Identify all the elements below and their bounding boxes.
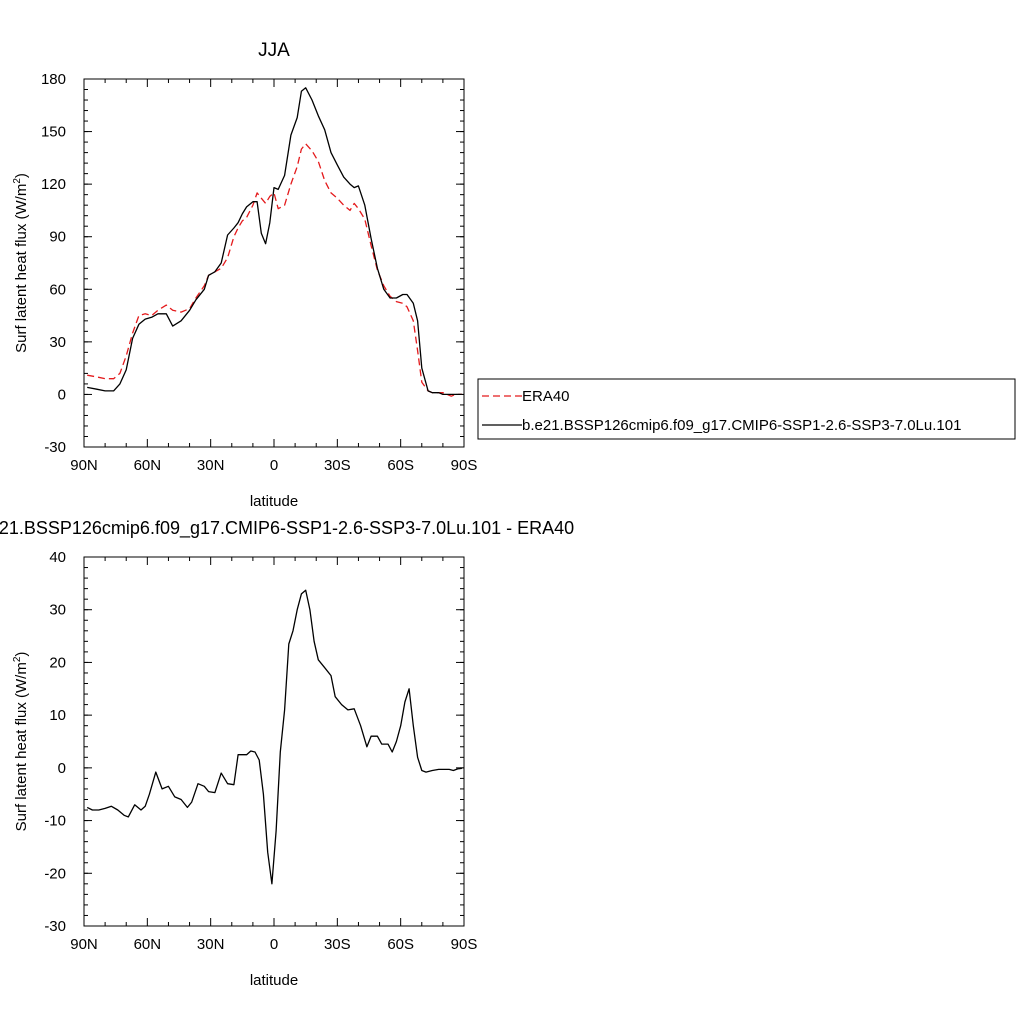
x-tick-label: 30S [324,457,351,474]
legend-box [477,378,1016,440]
y-axis-label-close: ) [13,652,30,657]
x-tick-label: 60S [387,457,414,474]
x-tick-label: 30N [197,936,225,953]
top-panel: JJA 90N 60N 30N 0 30S 60S 90S -30 0 30 60 90 120 150 18… [12,40,477,510]
legend-label-0: ERA40 [522,388,570,405]
y-tick-label: -30 [44,439,66,456]
series-line-0 [87,143,462,397]
y-axis-label-sup: 2 [12,656,23,662]
y-tick-label: 30 [49,334,66,351]
y-tick-label: 30 [49,602,66,619]
y-tick-label: 20 [49,654,66,671]
plot-frame [83,556,465,927]
y-axis-label-text: Surf latent heat flux (W/m [13,662,30,831]
y-axis-label: Surf latent heat flux (W/m2) [12,652,30,832]
y-tick-label: 120 [41,176,66,193]
y-axis-label-sup: 2 [12,178,23,184]
y-tick-label: 0 [58,760,66,777]
y-tick-label: -20 [44,865,66,882]
y-tick-label: 60 [49,281,66,298]
x-tick-label: 60N [134,457,162,474]
y-tick-label: -10 [44,813,66,830]
x-tick-label: 30N [197,457,225,474]
bottom-panel: b.e21.BSSP126cmip6.f09_g17.CMIP6-SSP1-2.… [0,518,574,989]
y-tick-label: 40 [49,549,66,566]
series-line-1 [87,87,462,396]
x-tick-label: 90N [70,936,98,953]
y-tick-label: 90 [49,229,66,246]
x-tick-label: 90N [70,457,98,474]
legend: ERA40 b.e21.BSSP126cmip6.f09_g17.CMIP6-SS… [477,378,1016,440]
series-line-0 [86,589,462,885]
y-tick-label: 10 [49,707,66,724]
x-tick-label: 0 [270,936,278,953]
x-tick-label: 0 [270,457,278,474]
x-tick-label: 30S [324,936,351,953]
plot-frame [83,78,465,448]
y-tick-label: 0 [58,386,66,403]
y-tick-label: -30 [44,918,66,935]
x-axis-label: latitude [250,972,298,989]
y-axis-label: Surf latent heat flux (W/m2) [12,173,30,353]
x-tick-label: 90S [451,936,478,953]
x-tick-label: 60S [387,936,414,953]
x-tick-label: 90S [451,457,478,474]
y-axis-label-text: Surf latent heat flux (W/m [13,184,30,353]
y-tick-label: 150 [41,124,66,141]
y-tick-label: 180 [41,71,66,88]
chart-title: b.e21.BSSP126cmip6.f09_g17.CMIP6-SSP1-2.… [0,518,574,539]
x-axis-label: latitude [250,493,298,510]
legend-label-1: b.e21.BSSP126cmip6.f09_g17.CMIP6-SSP1-2.… [522,417,961,434]
x-tick-label: 60N [134,936,162,953]
y-axis-label-close: ) [13,173,30,178]
chart-title: JJA [258,40,290,61]
